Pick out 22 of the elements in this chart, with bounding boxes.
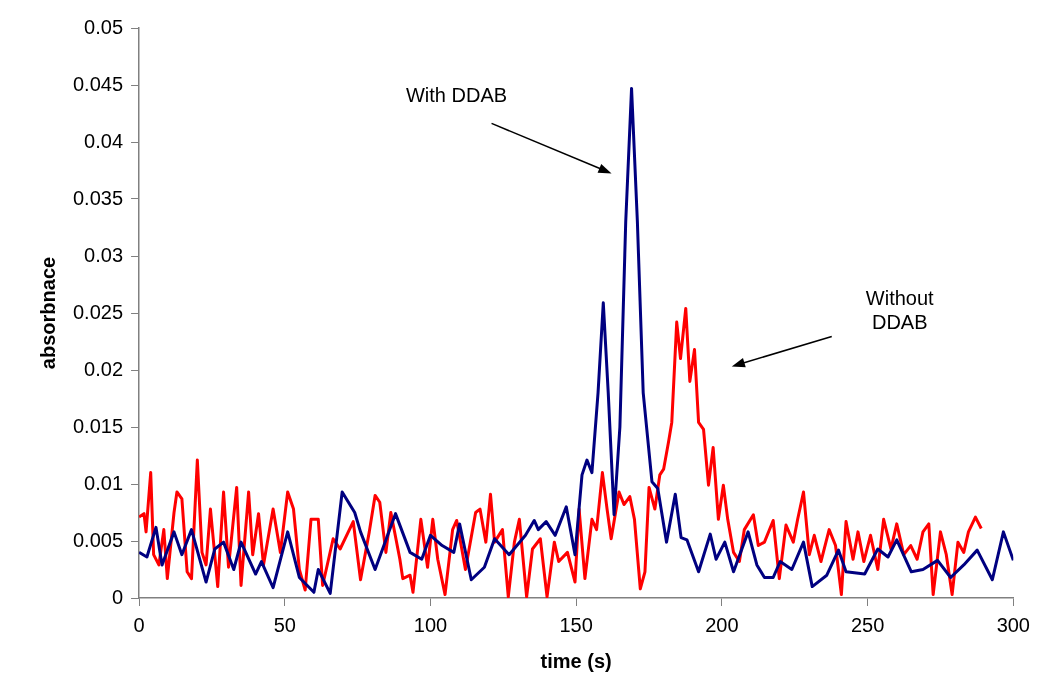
y-tick-label: 0.035 (72, 186, 124, 209)
x-axis-title: time (s) (540, 649, 612, 672)
x-tick-label: 100 (413, 613, 448, 636)
x-tick-label: 300 (996, 613, 1030, 636)
y-axis-title: absorbnace (36, 256, 59, 370)
x-tick-label: 200 (705, 613, 739, 636)
x-tick-label: 50 (273, 613, 296, 636)
y-tick-label: 0.01 (84, 471, 124, 494)
y-tick-label: 0.05 (84, 15, 124, 38)
x-tick-label: 150 (559, 613, 593, 636)
y-tick-label: 0.015 (72, 414, 124, 437)
y-tick-label: 0.04 (84, 129, 124, 152)
y-tick-label: 0.02 (84, 357, 124, 380)
annotation: With DDAB (405, 83, 508, 106)
y-tick-label: 0 (111, 585, 124, 608)
annotation: Without DDAB (865, 286, 935, 333)
x-tick-label: 0 (133, 613, 145, 636)
y-tick-label: 0.025 (72, 300, 124, 323)
y-tick-label: 0.03 (84, 243, 124, 266)
y-tick-label: 0.005 (72, 528, 124, 551)
y-tick-label: 0.045 (72, 72, 124, 95)
x-tick-label: 250 (850, 613, 885, 636)
